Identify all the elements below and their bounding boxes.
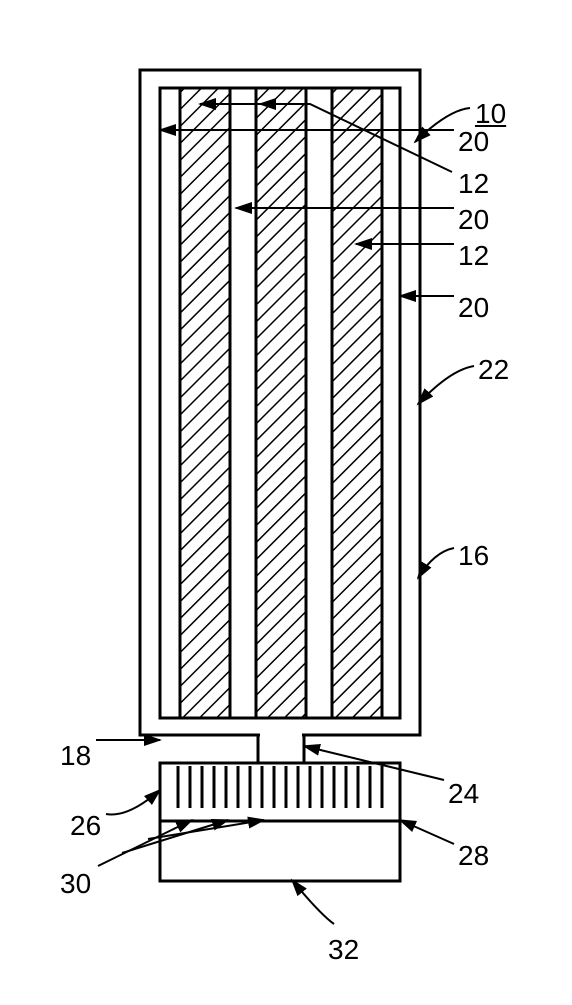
label-20: 20 [458,126,489,158]
label-30: 30 [60,868,91,900]
fin-block [160,763,400,821]
label-26: 26 [70,810,101,842]
label-12: 12 [458,168,489,200]
label-20: 20 [458,204,489,236]
hatched-bar-3 [332,88,382,718]
label-24: 24 [448,778,479,810]
label-12: 12 [458,240,489,272]
label-28: 28 [458,840,489,872]
label-18: 18 [60,740,91,772]
hatched-bar-1 [180,88,230,718]
label-22: 22 [478,354,509,386]
diagram-container: 1020122012202216182426283032 [0,0,572,1000]
port [258,735,304,763]
label-32: 32 [328,934,359,966]
hatched-bar-2 [256,88,306,718]
label-16: 16 [458,540,489,572]
label-20: 20 [458,292,489,324]
